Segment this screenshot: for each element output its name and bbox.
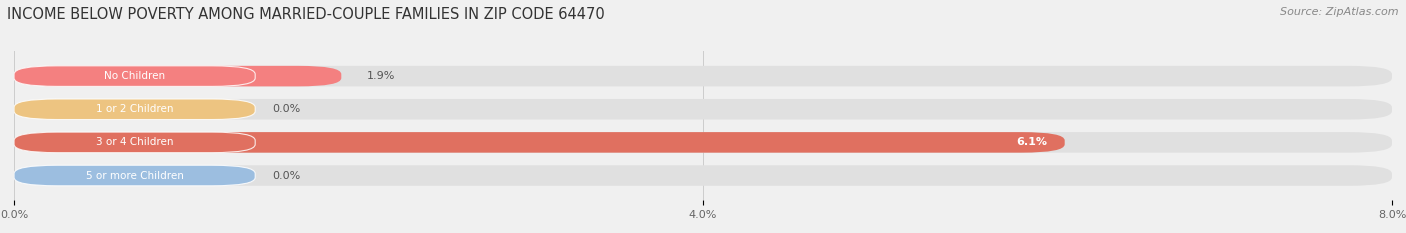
Text: 1.9%: 1.9% [367, 71, 395, 81]
FancyBboxPatch shape [14, 66, 1392, 86]
Text: INCOME BELOW POVERTY AMONG MARRIED-COUPLE FAMILIES IN ZIP CODE 64470: INCOME BELOW POVERTY AMONG MARRIED-COUPL… [7, 7, 605, 22]
FancyBboxPatch shape [14, 66, 256, 86]
FancyBboxPatch shape [14, 99, 1392, 120]
FancyBboxPatch shape [14, 99, 256, 120]
FancyBboxPatch shape [14, 165, 256, 186]
FancyBboxPatch shape [14, 66, 342, 86]
Text: 3 or 4 Children: 3 or 4 Children [96, 137, 173, 147]
Text: No Children: No Children [104, 71, 165, 81]
FancyBboxPatch shape [14, 165, 1392, 186]
Text: 0.0%: 0.0% [273, 104, 301, 114]
Text: 6.1%: 6.1% [1017, 137, 1047, 147]
Text: Source: ZipAtlas.com: Source: ZipAtlas.com [1281, 7, 1399, 17]
FancyBboxPatch shape [14, 132, 256, 153]
FancyBboxPatch shape [14, 132, 1392, 153]
Text: 5 or more Children: 5 or more Children [86, 171, 184, 181]
FancyBboxPatch shape [14, 132, 1064, 153]
Text: 1 or 2 Children: 1 or 2 Children [96, 104, 173, 114]
Text: 0.0%: 0.0% [273, 171, 301, 181]
